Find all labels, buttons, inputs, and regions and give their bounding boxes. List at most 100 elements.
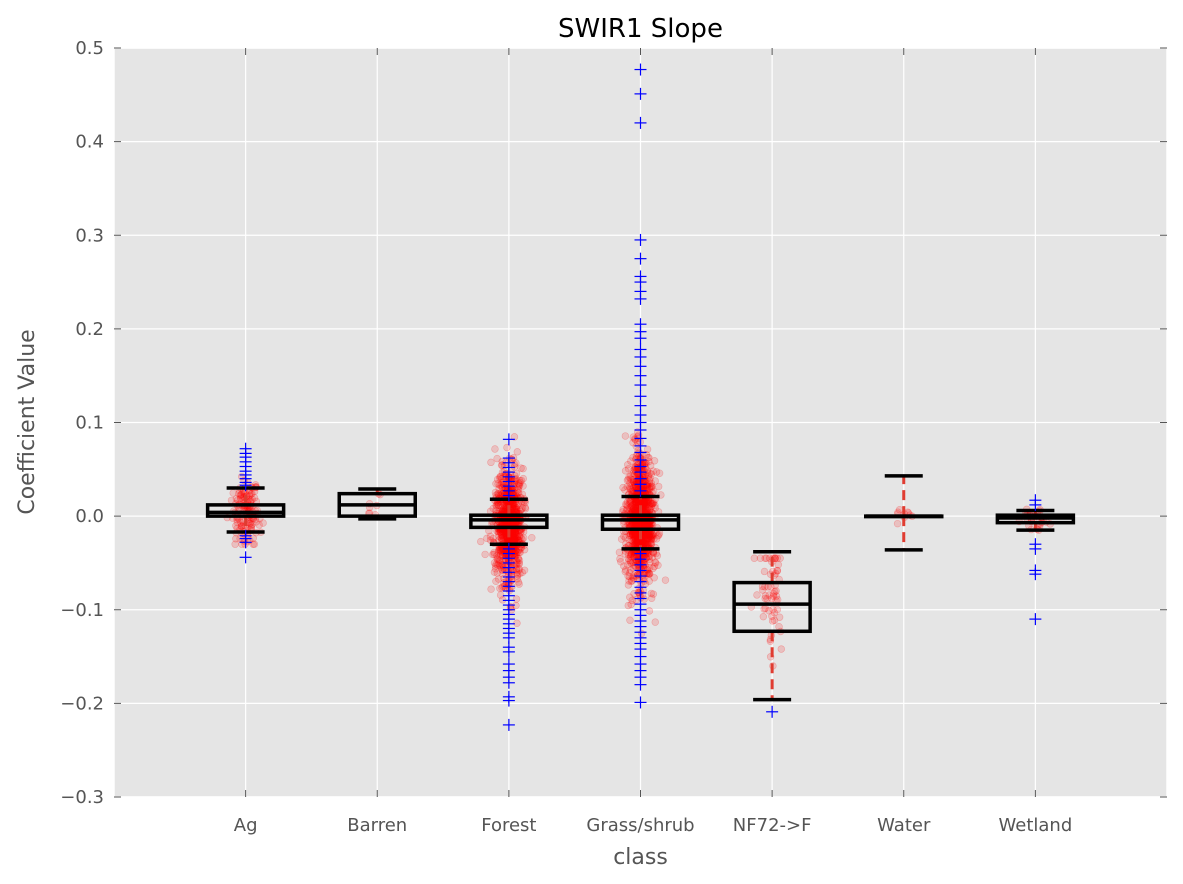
jitter-point [643,483,652,491]
jitter-point [652,468,661,476]
jitter-point [512,469,521,478]
jitter-point [490,559,499,567]
jitter-point [515,532,523,541]
jitter-point [495,532,503,541]
jitter-point [498,534,506,543]
jitter-point [510,534,519,542]
jitter-point [491,562,500,570]
jitter-point [248,495,256,503]
jitter-point [232,522,240,530]
jitter-point [654,561,662,569]
jitter-point [512,534,520,542]
jitter-point [496,474,504,482]
jitter-point [647,502,656,511]
jitter-point [624,581,633,589]
jitter-point [489,534,498,543]
jitter-point [514,486,522,494]
jitter-point [490,548,498,557]
jitter-point [495,556,504,565]
jitter-point [630,589,638,598]
jitter-point [512,595,521,603]
x-tick-label: Barren [347,815,407,836]
x-axis-title: class [613,845,668,870]
jitter-point [250,540,259,548]
jitter-point [497,546,505,555]
jitter-point [494,489,502,498]
jitter-point [624,601,632,610]
jitter-point [627,485,635,494]
jitter-point [628,596,636,605]
jitter-point [510,534,519,543]
jitter-point [495,485,503,493]
jitter-point [634,537,643,546]
jitter-point [520,566,529,574]
jitter-point [648,553,657,561]
jitter-point [490,568,499,576]
jitter-point [515,548,523,557]
jitter-point [895,506,904,514]
jitter-point [631,534,639,542]
jitter-point [487,458,495,467]
jitter-point [514,578,523,586]
jitter-point [636,482,644,491]
jitter-point [492,480,500,488]
jitter-point [510,504,518,513]
jitter-point [651,558,659,566]
jitter-point [514,484,522,492]
jitter-point [647,532,655,540]
jitter-point [776,554,784,562]
jitter-point [494,480,502,488]
jitter-point [528,534,536,542]
jitter-point [632,556,640,564]
jitter-point [626,552,635,561]
x-tick-label: Grass/shrub [586,815,694,836]
jitter-point [519,482,527,490]
jitter-point [509,534,517,543]
jitter-point [626,593,634,601]
jitter-point [513,559,521,568]
jitter-point [645,532,653,540]
jitter-point [773,567,782,575]
jitter-point [626,531,635,539]
jitter-point [760,567,769,576]
jitter-point [625,577,633,585]
jitter-point [624,554,632,563]
jitter-point [628,531,637,539]
jitter-point [510,529,519,537]
jitter-point [641,539,650,547]
jitter-point [650,457,659,465]
jitter-point [247,521,255,530]
jitter-point [631,531,640,539]
jitter-point [510,534,518,542]
jitter-point [645,500,653,509]
jitter-point [497,534,505,542]
jitter-point [511,529,519,537]
jitter-point [232,535,240,543]
jitter-point [652,535,661,543]
jitter-point [649,564,657,573]
jitter-point [773,605,782,614]
jitter-point [630,499,639,508]
y-tick-label: 0.4 [75,132,104,153]
jitter-point [518,535,526,543]
y-tick-label: 0.2 [75,319,104,340]
jitter-point [496,562,505,571]
jitter-point [619,505,627,514]
jitter-point [513,558,521,566]
jitter-point [499,533,507,541]
jitter-point [240,537,249,545]
jitter-point [497,534,506,542]
jitter-point [513,575,522,583]
jitter-point [499,506,507,514]
jitter-point [520,534,528,542]
jitter-point [637,560,646,568]
jitter-point [515,566,523,574]
jitter-point [516,476,524,485]
jitter-point [498,461,506,469]
jitter-point [622,540,630,548]
jitter-point [477,537,485,546]
jitter-point [645,479,653,487]
jitter-point [494,527,502,536]
jitter-point [495,561,504,570]
